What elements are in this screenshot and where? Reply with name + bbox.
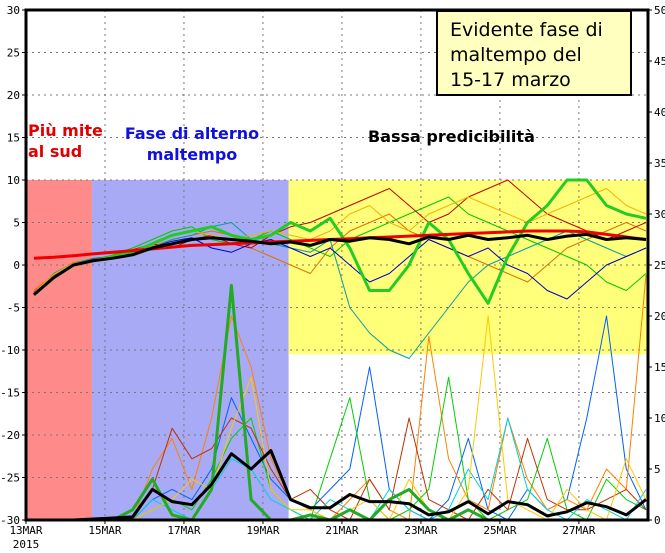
region-mild-south — [26, 180, 92, 520]
x-tick-label: 25MAR — [483, 524, 516, 537]
y-tick-label-right: 45 — [654, 55, 665, 68]
y-tick-label-left: 25 — [7, 47, 20, 60]
y-tick-label-left: -10 — [0, 344, 20, 357]
annotation-alternating: Fase di alterno maltempo — [124, 124, 260, 164]
annotation-box: Evidente fase di maltempo del 15-17 marz… — [436, 10, 632, 96]
annotation-mild-south: Più mite al sud — [28, 121, 103, 161]
y-tick-label-left: 10 — [7, 174, 20, 187]
x-tick-label: 13MAR — [9, 524, 42, 537]
y-tick-label-right: 40 — [654, 106, 665, 119]
temp-line-ensemble-mean — [32, 232, 647, 296]
y-tick-label-right: 15 — [654, 361, 665, 374]
y-tick-label-left: 5 — [13, 217, 20, 230]
x-year-label: 2015 — [13, 538, 40, 551]
x-tick-label: 21MAR — [325, 524, 358, 537]
precip-line-member-5 — [33, 417, 647, 521]
y-tick-label-left: 20 — [7, 89, 20, 102]
x-tick-label: 19MAR — [246, 524, 279, 537]
y-tick-label-left: 30 — [7, 4, 20, 17]
region-low-predictability — [288, 180, 648, 355]
y-tick-label-right: 50 — [654, 4, 665, 17]
temp-line-member-4 — [33, 179, 647, 293]
y-tick-label-right: 20 — [654, 310, 665, 323]
y-tick-label-right: 10 — [654, 412, 665, 425]
temp-line-member-2 — [33, 196, 647, 294]
y-tick-label-right: 35 — [654, 157, 665, 170]
y-tick-label-left: 15 — [7, 132, 20, 145]
y-tick-label-left: -5 — [7, 302, 20, 315]
y-tick-label-right: 30 — [654, 208, 665, 221]
x-tick-label: 17MAR — [167, 524, 200, 537]
y-tick-label-left: -30 — [0, 514, 20, 527]
x-tick-label: 15MAR — [88, 524, 121, 537]
y-tick-label-right: 25 — [654, 259, 665, 272]
y-tick-label-left: 0 — [13, 259, 20, 272]
x-tick-label: 27MAR — [562, 524, 595, 537]
x-tick-label: 23MAR — [404, 524, 437, 537]
y-tick-label-left: -20 — [0, 429, 20, 442]
y-tick-label-left: -25 — [0, 472, 20, 485]
y-tick-label-right: 5 — [654, 463, 661, 476]
precip-line-ensemble-mean — [33, 449, 647, 522]
annotation-low-predictability: Bassa predicibilità — [368, 127, 535, 146]
y-tick-label-left: -15 — [0, 387, 20, 400]
y-tick-label-right: 0 — [654, 514, 661, 527]
